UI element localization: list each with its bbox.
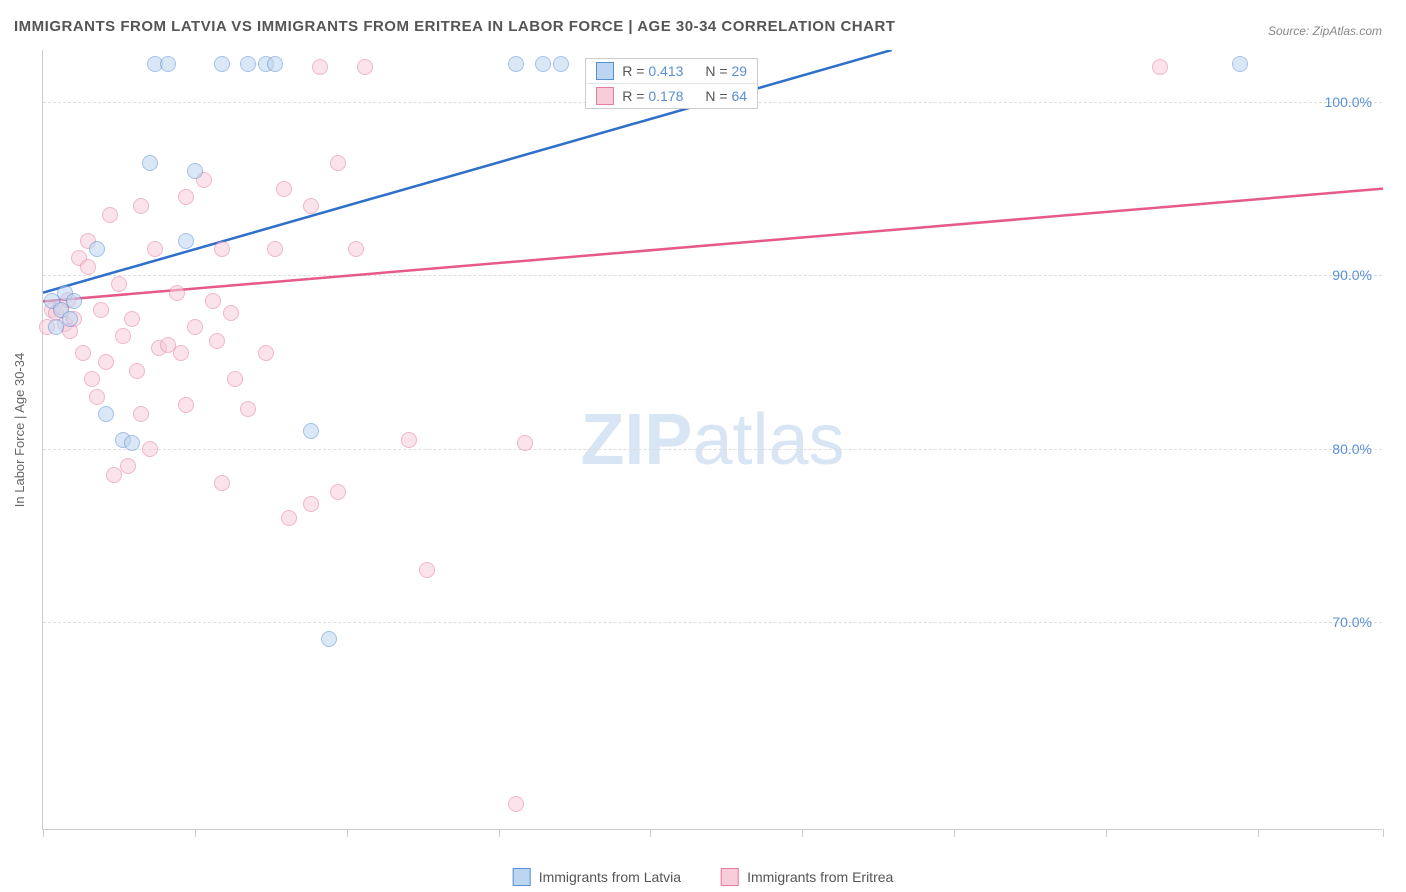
- xtick: [43, 829, 44, 837]
- data-point: [169, 285, 185, 301]
- data-point: [133, 406, 149, 422]
- swatch-icon: [596, 87, 614, 105]
- data-point: [178, 397, 194, 413]
- data-point: [187, 163, 203, 179]
- source-credit: Source: ZipAtlas.com: [1268, 24, 1382, 38]
- n-value: N = 64: [705, 88, 747, 104]
- data-point: [535, 56, 551, 72]
- data-point: [227, 371, 243, 387]
- data-point: [102, 207, 118, 223]
- trend-lines: [43, 50, 1383, 830]
- data-point: [281, 510, 297, 526]
- data-point: [240, 401, 256, 417]
- data-point: [75, 345, 91, 361]
- data-point: [276, 181, 292, 197]
- data-point: [553, 56, 569, 72]
- data-point: [147, 241, 163, 257]
- data-point: [187, 319, 203, 335]
- legend-item-latvia: Immigrants from Latvia: [513, 868, 681, 886]
- data-point: [321, 631, 337, 647]
- data-point: [267, 56, 283, 72]
- data-point: [142, 155, 158, 171]
- data-point: [517, 435, 533, 451]
- data-point: [508, 796, 524, 812]
- data-point: [178, 189, 194, 205]
- swatch-latvia: [513, 868, 531, 886]
- xtick: [499, 829, 500, 837]
- plot-area: ZIPatlas 70.0%80.0%90.0%100.0%R = 0.413N…: [42, 50, 1382, 830]
- data-point: [62, 311, 78, 327]
- legend-top: R = 0.413 N = 29 R = 0.178 N = 64: [585, 58, 758, 109]
- data-point: [66, 293, 82, 309]
- data-point: [133, 198, 149, 214]
- data-point: [124, 435, 140, 451]
- chart-title: IMMIGRANTS FROM LATVIA VS IMMIGRANTS FRO…: [14, 18, 895, 35]
- data-point: [357, 59, 373, 75]
- data-point: [258, 345, 274, 361]
- data-point: [129, 363, 145, 379]
- data-point: [401, 432, 417, 448]
- data-point: [348, 241, 364, 257]
- xtick: [802, 829, 803, 837]
- data-point: [214, 56, 230, 72]
- data-point: [223, 305, 239, 321]
- data-point: [267, 241, 283, 257]
- legend-top-row: R = 0.178 N = 64: [586, 84, 757, 108]
- data-point: [111, 276, 127, 292]
- data-point: [205, 293, 221, 309]
- legend-bottom: Immigrants from Latvia Immigrants from E…: [513, 868, 894, 886]
- r-value: R = 0.178: [622, 88, 683, 104]
- r-value: R = 0.413: [622, 63, 683, 79]
- data-point: [173, 345, 189, 361]
- data-point: [214, 475, 230, 491]
- data-point: [209, 333, 225, 349]
- data-point: [93, 302, 109, 318]
- xtick: [1383, 829, 1384, 837]
- n-value: N = 29: [705, 63, 747, 79]
- data-point: [1232, 56, 1248, 72]
- data-point: [508, 56, 524, 72]
- xtick: [650, 829, 651, 837]
- data-point: [303, 496, 319, 512]
- data-point: [303, 423, 319, 439]
- xtick: [1106, 829, 1107, 837]
- legend-top-row: R = 0.413 N = 29: [586, 59, 757, 84]
- data-point: [98, 354, 114, 370]
- data-point: [419, 562, 435, 578]
- swatch-icon: [596, 62, 614, 80]
- data-point: [240, 56, 256, 72]
- data-point: [115, 328, 131, 344]
- data-point: [160, 56, 176, 72]
- data-point: [89, 389, 105, 405]
- y-axis-label: In Labor Force | Age 30-34: [12, 353, 27, 507]
- data-point: [1152, 59, 1168, 75]
- legend-label-latvia: Immigrants from Latvia: [539, 869, 681, 885]
- xtick: [954, 829, 955, 837]
- data-point: [142, 441, 158, 457]
- xtick: [1258, 829, 1259, 837]
- xtick: [195, 829, 196, 837]
- xtick: [347, 829, 348, 837]
- legend-item-eritrea: Immigrants from Eritrea: [721, 868, 893, 886]
- data-point: [330, 484, 346, 500]
- data-point: [89, 241, 105, 257]
- swatch-eritrea: [721, 868, 739, 886]
- data-point: [312, 59, 328, 75]
- data-point: [120, 458, 136, 474]
- data-point: [303, 198, 319, 214]
- data-point: [98, 406, 114, 422]
- data-point: [330, 155, 346, 171]
- data-point: [214, 241, 230, 257]
- data-point: [80, 259, 96, 275]
- data-point: [178, 233, 194, 249]
- legend-label-eritrea: Immigrants from Eritrea: [747, 869, 893, 885]
- data-point: [84, 371, 100, 387]
- data-point: [124, 311, 140, 327]
